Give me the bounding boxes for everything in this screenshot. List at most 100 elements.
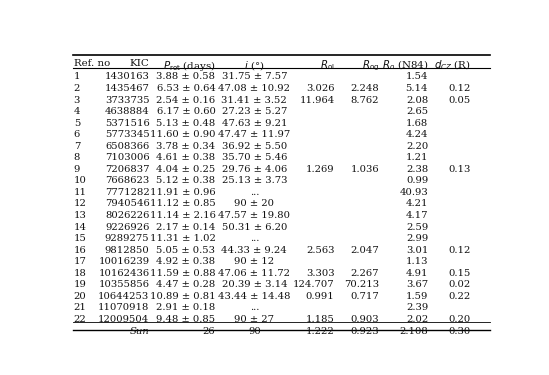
Text: 1435467: 1435467 [105,84,149,93]
Text: 2.38: 2.38 [406,165,428,174]
Text: 2.248: 2.248 [350,84,379,93]
Text: 3.67: 3.67 [406,280,428,290]
Text: 1.21: 1.21 [406,153,428,162]
Text: 21: 21 [74,303,87,312]
Text: 0.13: 0.13 [449,165,470,174]
Text: 7: 7 [74,142,80,151]
Text: 0.05: 0.05 [449,96,470,105]
Text: 4.24: 4.24 [406,130,428,139]
Text: 10355856: 10355856 [98,280,149,290]
Text: 14: 14 [74,223,87,232]
Text: 3.88 ± 0.58: 3.88 ± 0.58 [156,72,215,81]
Text: 20: 20 [74,292,87,301]
Text: 5.13 ± 0.48: 5.13 ± 0.48 [156,118,215,128]
Text: 2.39: 2.39 [406,303,428,312]
Text: 2.563: 2.563 [306,246,334,255]
Text: ...: ... [250,234,259,243]
Text: 0.923: 0.923 [351,327,379,336]
Text: 0.15: 0.15 [449,269,470,278]
Text: 9.48 ± 0.85: 9.48 ± 0.85 [156,315,215,324]
Text: 1.68: 1.68 [406,118,428,128]
Text: 2.91 ± 0.18: 2.91 ± 0.18 [156,303,215,312]
Text: 26: 26 [203,327,215,336]
Text: 29.76 ± 4.06: 29.76 ± 4.06 [222,165,287,174]
Text: 4.04 ± 0.25: 4.04 ± 0.25 [156,165,215,174]
Text: $i$ (°): $i$ (°) [244,58,265,72]
Text: 4638884: 4638884 [105,107,149,116]
Text: 3: 3 [74,96,80,105]
Text: 0.22: 0.22 [449,292,470,301]
Text: 10016239: 10016239 [98,257,149,266]
Text: 1430163: 1430163 [105,72,149,81]
Text: 2.54 ± 0.16: 2.54 ± 0.16 [156,96,215,105]
Text: 5371516: 5371516 [105,118,149,128]
Text: 3.78 ± 0.34: 3.78 ± 0.34 [156,142,215,151]
Text: 6: 6 [74,130,80,139]
Text: 7206837: 7206837 [105,165,149,174]
Text: 4.47 ± 0.28: 4.47 ± 0.28 [156,280,215,290]
Text: 9289275: 9289275 [105,234,149,243]
Text: 2.08: 2.08 [406,96,428,105]
Text: 20.39 ± 3.14: 20.39 ± 3.14 [222,280,287,290]
Text: 1.185: 1.185 [306,315,334,324]
Text: 1.13: 1.13 [406,257,428,266]
Text: 16: 16 [74,246,87,255]
Text: 0.30: 0.30 [449,327,470,336]
Text: $d_{CZ}$ (R): $d_{CZ}$ (R) [434,58,470,72]
Text: 47.47 ± 11.97: 47.47 ± 11.97 [218,130,290,139]
Text: 4.61 ± 0.38: 4.61 ± 0.38 [156,153,215,162]
Text: $R_o$ (N84): $R_o$ (N84) [382,58,428,72]
Text: 1.54: 1.54 [406,72,428,81]
Text: $R_{\rm og}$: $R_{\rm og}$ [362,58,379,73]
Text: 6.53 ± 0.64: 6.53 ± 0.64 [156,84,215,93]
Text: 25.13 ± 3.73: 25.13 ± 3.73 [222,176,287,185]
Text: 9: 9 [74,165,80,174]
Text: Sun: Sun [130,327,149,336]
Text: 3.01: 3.01 [406,246,428,255]
Text: 4: 4 [74,107,80,116]
Text: ...: ... [250,188,259,197]
Text: 5.05 ± 0.53: 5.05 ± 0.53 [156,246,215,255]
Text: $P_{\rm rot}$ (days): $P_{\rm rot}$ (days) [163,58,215,73]
Text: 9226926: 9226926 [105,223,149,232]
Text: 2.59: 2.59 [406,223,428,232]
Text: 2: 2 [74,84,80,93]
Text: 90: 90 [248,327,261,336]
Text: 2.65: 2.65 [406,107,428,116]
Text: 17: 17 [74,257,87,266]
Text: 2.20: 2.20 [406,142,428,151]
Text: 0.02: 0.02 [449,280,470,290]
Text: 10162436: 10162436 [98,269,149,278]
Text: 15: 15 [74,234,87,243]
Text: 47.63 ± 9.21: 47.63 ± 9.21 [222,118,287,128]
Text: 1.036: 1.036 [351,165,379,174]
Text: 90 ± 12: 90 ± 12 [234,257,274,266]
Text: 40.93: 40.93 [400,188,428,197]
Text: 47.57 ± 19.80: 47.57 ± 19.80 [219,211,290,220]
Text: Ref. no: Ref. no [74,58,110,68]
Text: 7103006: 7103006 [105,153,149,162]
Text: 9812850: 9812850 [105,246,149,255]
Text: 3733735: 3733735 [105,96,149,105]
Text: 8026226: 8026226 [105,211,149,220]
Text: 11.12 ± 0.85: 11.12 ± 0.85 [150,200,215,208]
Text: 4.21: 4.21 [406,200,428,208]
Text: 11.964: 11.964 [299,96,334,105]
Text: 11.14 ± 2.16: 11.14 ± 2.16 [149,211,215,220]
Text: 4.17: 4.17 [406,211,428,220]
Text: 44.33 ± 9.24: 44.33 ± 9.24 [221,246,287,255]
Text: 47.08 ± 10.92: 47.08 ± 10.92 [219,84,290,93]
Text: 31.41 ± 3.52: 31.41 ± 3.52 [221,96,287,105]
Text: 1.222: 1.222 [306,327,334,336]
Text: 47.06 ± 11.72: 47.06 ± 11.72 [219,269,290,278]
Text: 0.991: 0.991 [306,292,334,301]
Text: 12009504: 12009504 [98,315,149,324]
Text: 11: 11 [74,188,87,197]
Text: 90 ± 20: 90 ± 20 [234,200,274,208]
Text: 0.903: 0.903 [351,315,379,324]
Text: 27.23 ± 5.27: 27.23 ± 5.27 [222,107,287,116]
Text: 4.91: 4.91 [406,269,428,278]
Text: 90 ± 27: 90 ± 27 [234,315,274,324]
Text: 11.60 ± 0.90: 11.60 ± 0.90 [150,130,215,139]
Text: 1.59: 1.59 [406,292,428,301]
